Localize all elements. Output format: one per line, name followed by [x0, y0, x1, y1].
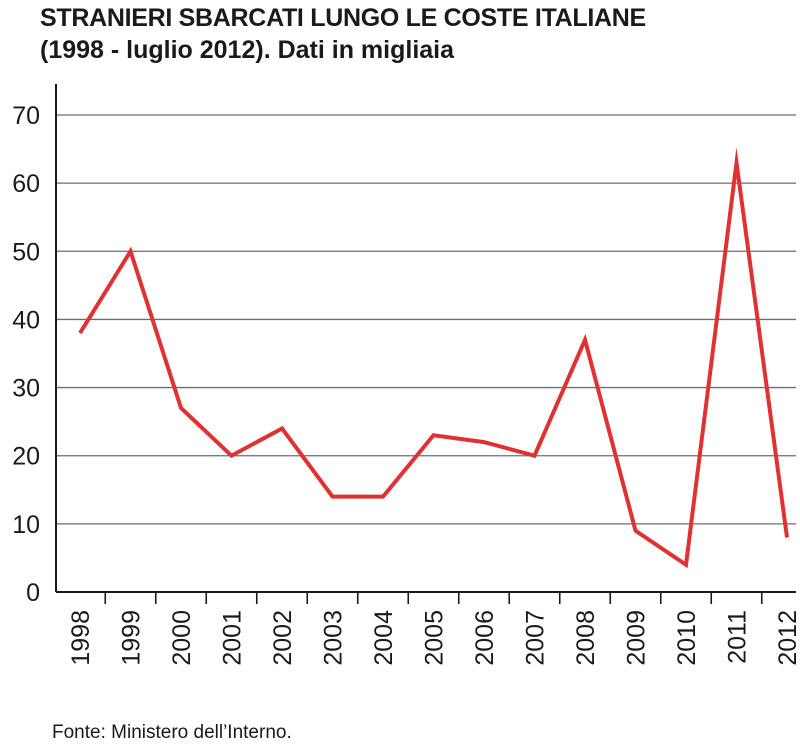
x-tick-label: 2000 — [168, 610, 196, 666]
x-tick-label: 2003 — [320, 610, 348, 666]
x-tick-label: 2008 — [572, 610, 600, 666]
chart-subtitle: (1998 - luglio 2012). Dati in migliaia — [40, 36, 455, 64]
y-tick-label: 50 — [12, 238, 40, 266]
y-tick-label: 30 — [12, 375, 40, 403]
x-tick-label: 2009 — [623, 610, 651, 666]
x-tick-label: 2007 — [522, 610, 550, 666]
y-tick-label: 20 — [12, 443, 40, 471]
chart-title: STRANIERI SBARCATI LUNGO LE COSTE ITALIA… — [40, 4, 646, 32]
x-tick-label: 1999 — [118, 610, 146, 666]
x-tick-label: 2004 — [370, 610, 398, 666]
y-tick-label: 10 — [12, 511, 40, 539]
x-tick-label: 2005 — [421, 610, 449, 666]
y-tick-label: 40 — [12, 306, 40, 334]
x-tick-label: 2001 — [219, 610, 247, 666]
y-tick-label: 60 — [12, 170, 40, 198]
y-tick-label: 0 — [26, 579, 40, 607]
series-line — [78, 147, 789, 569]
x-tick-label: 1998 — [67, 610, 95, 666]
y-tick-label: 70 — [12, 102, 40, 130]
x-tick-label: 2012 — [774, 610, 800, 666]
x-tick-label: 2002 — [269, 610, 297, 666]
x-tick-label: 2010 — [673, 610, 701, 666]
x-tick-label: 2011 — [724, 610, 752, 664]
source-note: Fonte: Ministero dell’Interno. — [52, 722, 292, 743]
x-tick-label: 2006 — [471, 610, 499, 666]
